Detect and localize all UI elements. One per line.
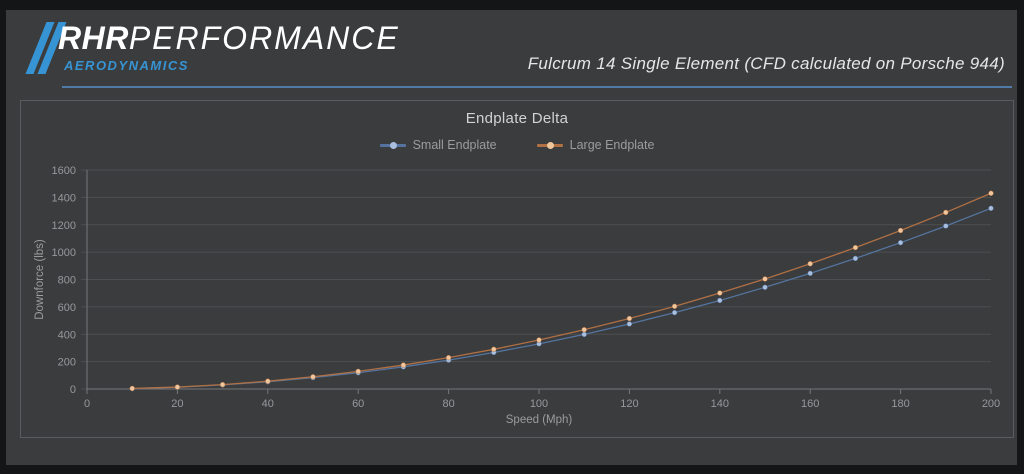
data-point-large-endplate bbox=[988, 190, 994, 196]
plot-area: 0 200 400 600 800 1000 1200 1400 1600 0 20 40 60 80 10… bbox=[34, 165, 1000, 426]
y-tick-label: 200 bbox=[58, 357, 76, 369]
x-tick-label: 100 bbox=[530, 398, 548, 410]
series-line-large-endplate bbox=[132, 192, 992, 390]
y-tick-label: 0 bbox=[70, 384, 76, 396]
data-point-small-endplate bbox=[988, 205, 994, 211]
y-tick-label: 400 bbox=[58, 329, 76, 341]
data-point-large-endplate bbox=[717, 290, 723, 296]
y-tick-label: 1600 bbox=[52, 165, 76, 177]
main-panel: RHRPERFORMANCE AERODYNAMICS Fulcrum 14 S… bbox=[6, 10, 1017, 465]
x-tick-label: 160 bbox=[801, 398, 819, 410]
data-point-large-endplate bbox=[762, 276, 768, 282]
y-tick-label: 1200 bbox=[52, 220, 76, 232]
x-axis-title: Speed (Mph) bbox=[506, 414, 573, 426]
data-point-large-endplate bbox=[852, 244, 859, 251]
data-point-large-endplate bbox=[265, 378, 271, 384]
data-point-large-endplate bbox=[943, 209, 949, 216]
x-tick-label: 0 bbox=[84, 398, 90, 410]
x-tick-label: 140 bbox=[711, 398, 729, 410]
data-point-small-endplate bbox=[852, 255, 859, 262]
chart-title: Endplate Delta bbox=[465, 110, 569, 127]
chart-legend: Small Endplate Large Endplate bbox=[21, 138, 1013, 152]
x-tick-label: 80 bbox=[442, 398, 454, 410]
data-point-small-endplate bbox=[581, 331, 587, 338]
data-point-large-endplate bbox=[536, 337, 542, 343]
legend-swatch-icon bbox=[536, 141, 563, 149]
chart-container: 0 200 400 600 800 1000 1200 1400 1600 0 20 40 60 80 10… bbox=[20, 100, 1014, 438]
brand-name-light: PERFORMANCE bbox=[128, 20, 400, 56]
y-axis-title: Downforce (lbs) bbox=[34, 239, 46, 320]
legend-label: Large Endplate bbox=[569, 138, 655, 152]
y-tick-label: 800 bbox=[58, 275, 76, 287]
data-point-large-endplate bbox=[581, 327, 587, 333]
legend-label: Small Endplate bbox=[412, 138, 497, 152]
legend-item-small-endplate[interactable]: Small Endplate bbox=[379, 138, 497, 152]
data-point-large-endplate bbox=[219, 381, 226, 388]
x-tick-label: 120 bbox=[620, 398, 638, 410]
y-tick-label: 600 bbox=[58, 302, 76, 314]
brand-name-bold: RHR bbox=[58, 20, 129, 56]
data-point-small-endplate bbox=[807, 270, 813, 276]
brand-wordmark: RHRPERFORMANCE bbox=[58, 20, 400, 57]
data-point-small-endplate bbox=[626, 321, 633, 327]
data-point-large-endplate bbox=[626, 315, 633, 322]
brand-subtitle: AERODYNAMICS bbox=[64, 58, 189, 73]
data-point-small-endplate bbox=[897, 240, 904, 246]
x-tick-label: 20 bbox=[171, 398, 183, 410]
data-point-large-endplate bbox=[807, 261, 813, 267]
data-point-small-endplate bbox=[762, 284, 768, 290]
x-tick-label: 40 bbox=[262, 398, 274, 410]
report-title: Fulcrum 14 Single Element (CFD calculate… bbox=[527, 54, 1005, 73]
data-point-large-endplate bbox=[445, 355, 452, 361]
data-point-large-endplate bbox=[400, 362, 407, 368]
data-point-large-endplate bbox=[355, 368, 361, 374]
data-point-small-endplate bbox=[717, 297, 723, 304]
data-point-large-endplate bbox=[491, 346, 497, 352]
data-point-small-endplate bbox=[671, 309, 678, 316]
data-point-large-endplate bbox=[129, 385, 135, 392]
header-divider bbox=[62, 86, 1012, 88]
y-tick-label: 1000 bbox=[52, 247, 76, 259]
legend-swatch-icon bbox=[379, 141, 406, 149]
legend-marker-dot-icon bbox=[546, 141, 554, 149]
x-tick-label: 180 bbox=[891, 398, 909, 410]
data-point-large-endplate bbox=[671, 303, 678, 309]
data-point-small-endplate bbox=[943, 223, 949, 229]
data-point-large-endplate bbox=[897, 227, 904, 234]
legend-marker-dot-icon bbox=[389, 141, 397, 149]
data-point-large-endplate bbox=[174, 384, 181, 390]
x-tick-label: 200 bbox=[982, 398, 1000, 410]
y-tick-label: 1400 bbox=[52, 192, 76, 204]
data-point-large-endplate bbox=[310, 374, 316, 380]
x-tick-label: 60 bbox=[352, 398, 364, 410]
legend-item-large-endplate[interactable]: Large Endplate bbox=[536, 138, 655, 152]
